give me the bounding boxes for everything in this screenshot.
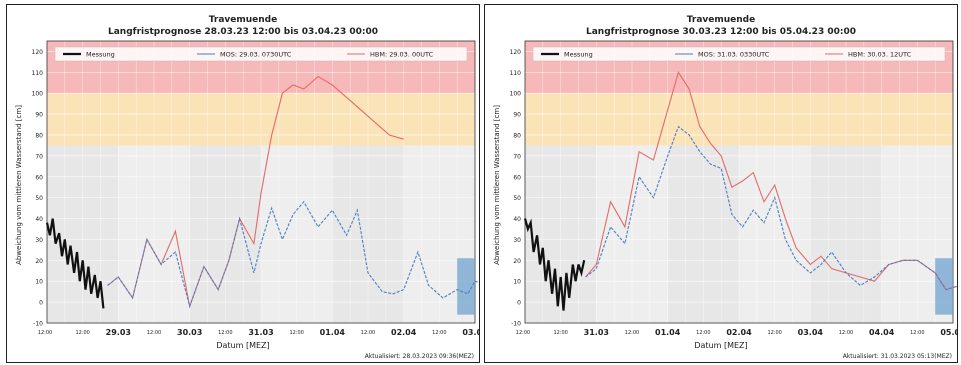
plot-frame [524,40,954,324]
series-line-messung [523,218,586,311]
legend-label: Messung [86,51,115,59]
x-tick-hour-label: 12:00 [75,330,89,336]
y-tick-label: 70 [35,153,43,160]
y-tick-label: 60 [35,174,43,181]
legend-label: HBM: 30.03. 12UTC [848,51,912,59]
x-tick-hour-label: 12:00 [767,330,781,336]
x-tick-hour-label: 12:00 [432,330,446,336]
x-tick-label: 29.03 [106,328,131,337]
legend-label: MOS: 29.03. 0730UTC [220,51,292,59]
y-tick-label: 40 [513,216,521,223]
chart-panel-right: Travemuende Langfristprognose 30.03.23 1… [484,4,958,363]
plot-frame [46,40,476,324]
x-tick-label: 02.04 [391,328,417,337]
y-tick-label: 70 [513,153,521,160]
y-tick-label: 110 [32,70,44,77]
y-tick-label: 50 [35,195,43,202]
x-tick-label: 03.04 [798,328,824,337]
series-line-mos [107,200,479,309]
legend-label: Messung [564,51,593,59]
y-tick-label: 10 [513,279,521,286]
y-tick-label: 60 [513,174,521,181]
x-tick-hour-label: 12:00 [839,330,853,336]
x-tick-label: 02.04 [726,328,752,337]
y-tick-label: 30 [513,237,521,244]
legend: Messung MOS: 31.03. 0330UTC HBM: 30.03. 12… [532,46,946,62]
y-axis-label: Abweichung vom mittleren Wasserstand [cm… [15,105,23,265]
chart-title: Travemuende [209,15,277,25]
x-tick-label: 31.03 [248,328,273,337]
updated-note: Aktualisiert: 28.03.2023 09:36(MEZ) [365,353,474,360]
y-tick-label: 100 [32,91,44,98]
x-tick-hour-label: 12:00 [361,330,375,336]
x-tick-hour-label: 12:00 [910,330,924,336]
y-tick-label: 0 [517,300,521,307]
x-tick-hour-label: 12:00 [218,330,232,336]
x-axis-label: Datum [MEZ] [694,341,747,350]
chart-subtitle: Langfristprognose 30.03.23 12:00 bis 05.… [586,27,856,37]
y-tick-label: 40 [35,216,43,223]
y-tick-label: 100 [510,91,522,98]
chart-svg-left: Travemuende Langfristprognose 28.03.23 1… [15,15,479,360]
chart-subtitle: Langfristprognose 28.03.23 12:00 bis 03.… [108,27,378,37]
y-tick-label: 20 [35,258,43,265]
y-tick-label: 120 [32,49,44,56]
x-tick-label: 30.03 [177,328,202,337]
x-tick-hour-label: 12:00 [516,330,530,336]
y-tick-label: 90 [513,112,521,119]
y-tick-label: 120 [510,49,522,56]
y-tick-label: -10 [33,321,43,328]
x-tick-label: 04.04 [869,328,895,337]
x-tick-label: 05.04 [940,328,957,337]
updated-note: Aktualisiert: 31.03.2023 05:13(MEZ) [843,353,952,360]
x-tick-hour-label: 12:00 [147,330,161,336]
series-line-mos [585,125,957,291]
y-tick-label: 80 [35,133,43,140]
legend-label: MOS: 31.03. 0330UTC [698,51,770,59]
y-tick-label: -10 [511,321,521,328]
x-tick-label: 01.04 [320,328,346,337]
y-tick-label: 50 [513,195,521,202]
x-tick-hour-label: 12:00 [289,330,303,336]
y-tick-label: 20 [513,258,521,265]
x-tick-label: 01.04 [655,328,681,337]
plot-area: -10 0 10 20 30 40 50 60 70 80 90 100 110 120 31.03 01.0… [510,40,957,337]
x-tick-hour-label: 12:00 [696,330,710,336]
y-axis-label: Abweichung vom mittleren Wasserstand [cm… [493,105,501,265]
y-tick-label: 80 [513,133,521,140]
chart-svg-right: Travemuende Langfristprognose 30.03.23 1… [493,15,957,360]
x-tick-hour-label: 12:00 [38,330,52,336]
x-tick-label: 31.03 [584,328,609,337]
y-tick-label: 30 [35,237,43,244]
series-line-messung [45,218,105,309]
legend-box [54,46,468,62]
y-tick-label: 110 [510,70,522,77]
plot-area: -10 0 10 20 30 40 50 60 70 80 90 100 110 120 29.03 30.0… [32,40,479,337]
y-tick-label: 0 [39,300,43,307]
legend-box [532,46,946,62]
x-axis-label: Datum [MEZ] [216,341,269,350]
x-tick-label: 03.04 [462,328,479,337]
chart-panel-left: Travemuende Langfristprognose 28.03.23 1… [6,4,480,363]
uncertainty-box [457,258,475,315]
y-tick-label: 90 [35,112,43,119]
legend-label: HBM: 29.03. 00UTC [370,51,434,59]
legend: Messung MOS: 29.03. 0730UTC HBM: 29.03. 00… [54,46,468,62]
chart-title: Travemuende [687,15,755,25]
y-tick-label: 10 [35,279,43,286]
x-tick-hour-label: 12:00 [553,330,567,336]
x-tick-hour-label: 12:00 [625,330,639,336]
